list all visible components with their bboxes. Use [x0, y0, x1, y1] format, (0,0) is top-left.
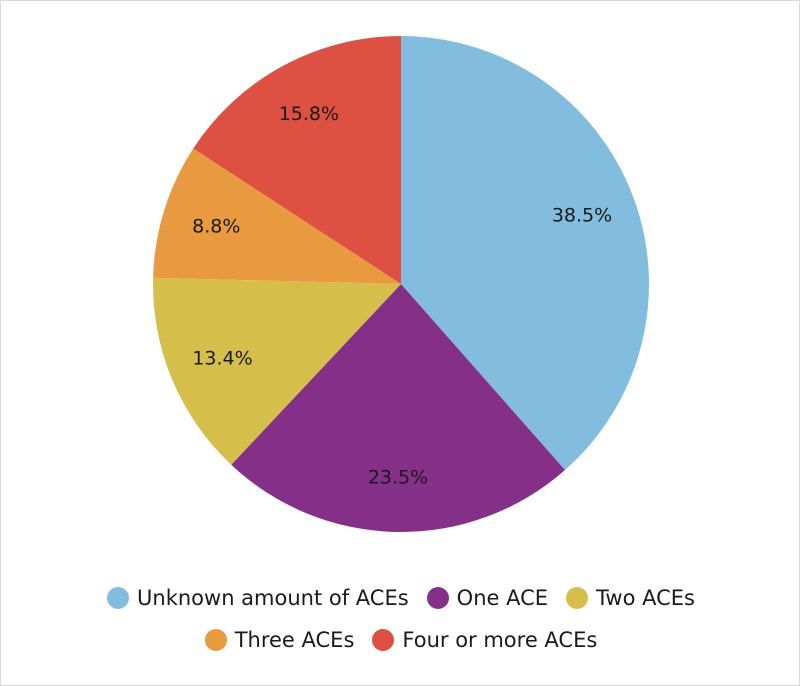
slice-two-aces[interactable] — [153, 277, 401, 465]
legend-item-three-aces[interactable]: Three ACEs — [204, 628, 355, 652]
slice-percent-label: 8.8% — [192, 216, 240, 238]
legend-swatch — [372, 629, 395, 651]
slice-four-or-more-aces[interactable] — [193, 36, 401, 284]
legend-label: Unknown amount of ACEs — [137, 586, 409, 610]
slice-percent-label: 15.8% — [279, 103, 339, 125]
legend-item-two-aces[interactable]: Two ACEs — [566, 586, 695, 610]
legend-label: One ACE — [456, 586, 549, 610]
slice-percent-label: 13.4% — [192, 348, 252, 370]
legend-label: Two ACEs — [596, 586, 695, 610]
legend-swatch — [107, 587, 130, 609]
legend-swatch — [426, 587, 449, 609]
slice-percent-label: 38.5% — [552, 205, 612, 227]
slice-percent-label: 23.5% — [368, 466, 428, 488]
slice-one-ace[interactable] — [231, 284, 566, 533]
legend-swatch — [204, 629, 227, 651]
pie-chart: 38.5% 23.5% 13.4% 8.8% 15.8% — [153, 36, 650, 533]
legend-item-unknown[interactable]: Unknown amount of ACEs — [107, 586, 409, 610]
legend-row-1: Unknown amount of ACEs One ACE Two ACEs — [1, 586, 800, 610]
slice-three-aces[interactable] — [153, 148, 401, 284]
slice-unknown[interactable] — [401, 36, 650, 471]
legend-swatch — [566, 587, 589, 609]
legend-label: Four or more ACEs — [402, 628, 598, 652]
legend-row-2: Three ACEs Four or more ACEs — [1, 628, 800, 652]
legend-item-four-or-more-aces[interactable]: Four or more ACEs — [372, 628, 597, 652]
legend-label: Three ACEs — [234, 628, 355, 652]
legend-item-one-ace[interactable]: One ACE — [426, 586, 549, 610]
